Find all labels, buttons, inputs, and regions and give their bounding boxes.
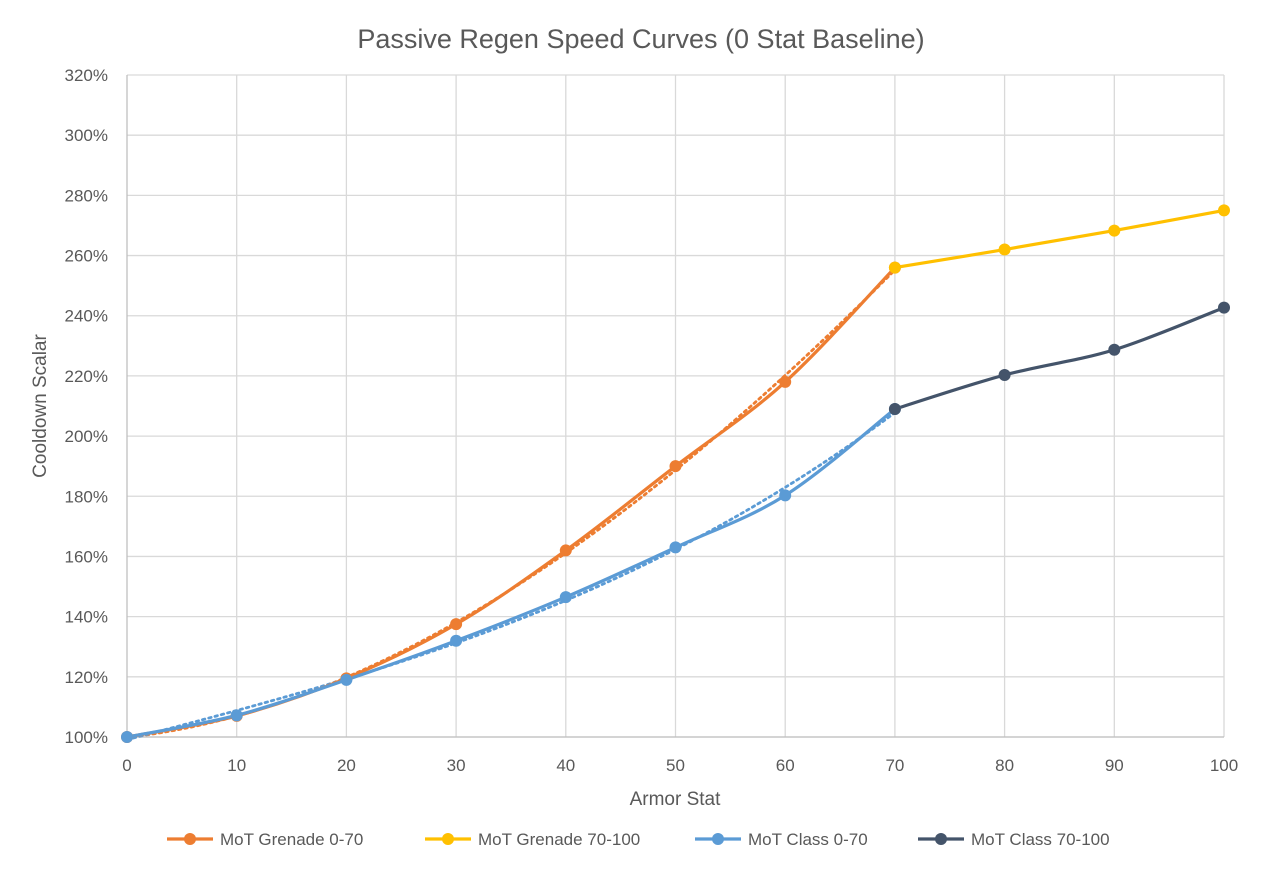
legend-label: MoT Grenade 0-70	[220, 830, 363, 849]
x-tick-label: 0	[122, 756, 131, 775]
legend: MoT Grenade 0-70 MoT Grenade 70-100 MoT Cl…	[167, 830, 1110, 849]
legend-marker	[935, 833, 947, 845]
data-point	[1108, 224, 1121, 237]
data-point	[779, 489, 792, 502]
data-point	[1108, 343, 1121, 356]
x-tick-label: 10	[227, 756, 246, 775]
x-tick-label: 30	[447, 756, 466, 775]
trendlines	[125, 268, 897, 742]
data-point	[121, 731, 133, 743]
y-tick-label: 120%	[65, 668, 108, 687]
series-line	[893, 208, 1226, 270]
x-tick-label: 80	[995, 756, 1014, 775]
y-tick-label: 280%	[65, 186, 108, 205]
legend-item: MoT Class 0-70	[695, 830, 868, 849]
trendline	[125, 411, 897, 742]
data-point	[1218, 301, 1230, 314]
x-tick-label: 40	[556, 756, 575, 775]
y-tick-label: 240%	[65, 307, 108, 326]
trendline	[125, 268, 897, 739]
data-point	[1218, 204, 1230, 217]
data-point	[669, 460, 682, 473]
legend-item: MoT Class 70-100	[918, 830, 1110, 849]
x-tick-label: 90	[1105, 756, 1124, 775]
chart-title: Passive Regen Speed Curves (0 Stat Basel…	[357, 24, 924, 54]
y-tick-label: 180%	[65, 487, 108, 506]
data-point	[998, 243, 1011, 256]
x-axis-title: Armor Stat	[630, 789, 722, 810]
data-point	[888, 261, 901, 274]
legend-marker	[712, 833, 724, 845]
series-line	[893, 306, 1226, 411]
data-point	[559, 591, 572, 604]
y-tick-label: 260%	[65, 247, 108, 266]
y-tick-label: 100%	[65, 728, 108, 747]
data-point	[888, 403, 901, 416]
legend-marker	[184, 833, 196, 845]
x-tick-label: 50	[666, 756, 685, 775]
data-point	[998, 369, 1011, 382]
y-tick-label: 200%	[65, 427, 108, 446]
x-tick-label: 70	[885, 756, 904, 775]
legend-label: MoT Class 0-70	[748, 830, 868, 849]
gridlines	[126, 74, 1225, 738]
legend-label: MoT Class 70-100	[971, 830, 1110, 849]
y-tick-label: 220%	[65, 367, 108, 386]
y-tick-label: 320%	[65, 66, 108, 85]
data-point	[779, 375, 792, 388]
legend-marker	[442, 833, 454, 845]
data-point	[450, 634, 463, 647]
series-line	[125, 407, 897, 739]
data-point	[450, 618, 463, 631]
data-point	[230, 709, 243, 722]
y-axis-title: Cooldown Scalar	[30, 334, 51, 478]
y-tick-label: 140%	[65, 608, 108, 627]
data-points	[121, 204, 1230, 743]
legend-item: MoT Grenade 0-70	[167, 830, 363, 849]
y-tick-label: 160%	[65, 547, 108, 566]
x-tick-label: 100	[1210, 756, 1238, 775]
x-tick-label: 20	[337, 756, 356, 775]
legend-item: MoT Grenade 70-100	[425, 830, 640, 849]
legend-label: MoT Grenade 70-100	[478, 830, 640, 849]
data-point	[669, 541, 682, 554]
data-point	[559, 544, 572, 557]
data-point	[340, 673, 353, 686]
y-tick-label: 300%	[65, 126, 108, 145]
tick-labels: 100% 120% 140% 160% 180% 200% 220% 240% 260% 280%…	[65, 66, 1239, 775]
x-tick-label: 60	[776, 756, 795, 775]
series-line	[125, 265, 897, 739]
